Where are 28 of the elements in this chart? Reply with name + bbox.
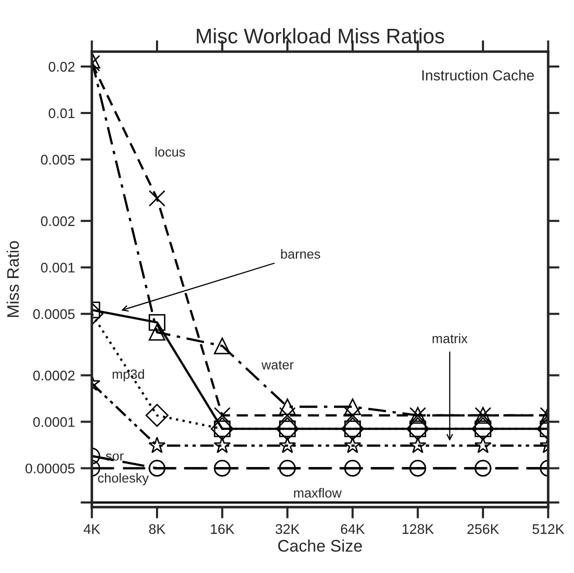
y-tick-label: 0.0005 <box>33 309 75 320</box>
y-tick-label: 0.002 <box>40 216 74 226</box>
y-axis-title: Miss Ratio <box>6 241 19 317</box>
series-label: maxflow <box>294 488 342 498</box>
y-tick-label: 0.001 <box>40 262 74 273</box>
y-tick-label: 0.0001 <box>33 417 74 427</box>
y-tick-label: 0.005 <box>40 154 75 165</box>
series-label: cholesky <box>98 472 149 486</box>
series-label: locus <box>156 146 185 157</box>
annotation: Instruction Cache <box>422 70 534 81</box>
x-tick-label: 8K <box>149 524 166 534</box>
x-tick-label: 512K <box>532 524 564 534</box>
y-tick-label: 0.00005 <box>26 464 75 474</box>
x-tick-label: 16K <box>210 524 234 534</box>
x-tick-label: 32K <box>276 524 300 534</box>
series-label: water <box>261 360 294 370</box>
x-tick-label: 256K <box>467 524 500 534</box>
text: matrix <box>432 334 468 344</box>
y-tick-label: 0.01 <box>48 108 74 118</box>
x-tick-label: 4K <box>84 524 100 534</box>
y-tick-label: 0.0002 <box>33 370 74 380</box>
chart-title: Misc Workload Miss Ratios <box>196 28 444 44</box>
x-tick-label: 64K <box>340 524 365 534</box>
text: barnes <box>281 249 320 259</box>
y-tick-label: 0.02 <box>48 62 74 72</box>
x-tick-label: 128K <box>402 524 434 534</box>
series-label: mp3d <box>112 369 144 382</box>
x-axis-title: Cache Size <box>278 539 362 552</box>
